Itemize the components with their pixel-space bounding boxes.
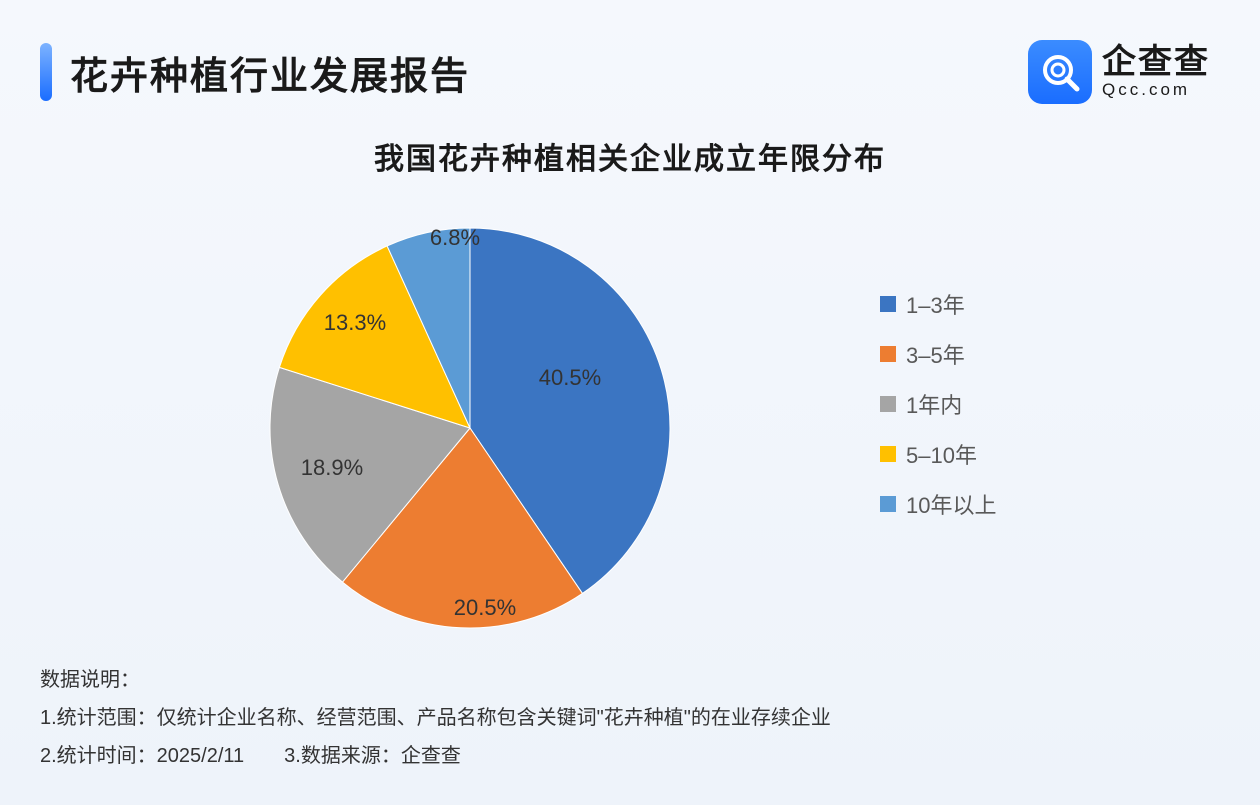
footer-line-2b: 3.数据来源：企查查 bbox=[284, 737, 461, 775]
page-title: 花卉种植行业发展报告 bbox=[70, 45, 470, 100]
legend-item-2: 1年内 bbox=[880, 388, 996, 420]
qcc-logo-icon bbox=[1028, 40, 1092, 104]
legend-swatch-icon bbox=[880, 296, 896, 312]
header: 花卉种植行业发展报告 企查查 Qcc.com bbox=[0, 0, 1260, 104]
chart-area: 40.5% 20.5% 18.9% 13.3% 6.8% 1–3年 3–5年 1年内 5–10… bbox=[0, 188, 1260, 668]
legend-swatch-icon bbox=[880, 396, 896, 412]
slice-label-0: 40.5% bbox=[539, 365, 601, 391]
brand-logo: 企查查 Qcc.com bbox=[1028, 40, 1210, 104]
chart-title: 我国花卉种植相关企业成立年限分布 bbox=[0, 134, 1260, 178]
brand-name-en: Qcc.com bbox=[1102, 81, 1210, 100]
legend-label: 3–5年 bbox=[906, 338, 965, 370]
legend-label: 5–10年 bbox=[906, 438, 977, 470]
legend-label: 10年以上 bbox=[906, 488, 996, 520]
legend-swatch-icon bbox=[880, 346, 896, 362]
chart-legend: 1–3年 3–5年 1年内 5–10年 10年以上 bbox=[880, 288, 996, 520]
footer-notes: 数据说明： 1.统计范围：仅统计企业名称、经营范围、产品名称包含关键词"花卉种植… bbox=[40, 661, 831, 775]
slice-label-1: 20.5% bbox=[454, 595, 516, 621]
legend-item-3: 5–10年 bbox=[880, 438, 996, 470]
legend-swatch-icon bbox=[880, 496, 896, 512]
legend-label: 1–3年 bbox=[906, 288, 965, 320]
title-wrap: 花卉种植行业发展报告 bbox=[40, 43, 470, 101]
footer-heading: 数据说明： bbox=[40, 661, 831, 699]
legend-label: 1年内 bbox=[906, 388, 962, 420]
legend-item-1: 3–5年 bbox=[880, 338, 996, 370]
legend-swatch-icon bbox=[880, 446, 896, 462]
pie-chart: 40.5% 20.5% 18.9% 13.3% 6.8% bbox=[260, 218, 680, 638]
slice-label-3: 13.3% bbox=[324, 310, 386, 336]
slice-label-4: 6.8% bbox=[430, 225, 480, 251]
pie-svg bbox=[260, 218, 680, 638]
title-accent-bar bbox=[40, 43, 52, 101]
legend-item-4: 10年以上 bbox=[880, 488, 996, 520]
legend-item-0: 1–3年 bbox=[880, 288, 996, 320]
brand-name-cn: 企查查 bbox=[1102, 44, 1210, 81]
footer-line-1: 1.统计范围：仅统计企业名称、经营范围、产品名称包含关键词"花卉种植"的在业存续… bbox=[40, 699, 831, 737]
slice-label-2: 18.9% bbox=[301, 455, 363, 481]
brand-text: 企查查 Qcc.com bbox=[1102, 44, 1210, 100]
footer-line-2a: 2.统计时间：2025/2/11 bbox=[40, 737, 244, 775]
